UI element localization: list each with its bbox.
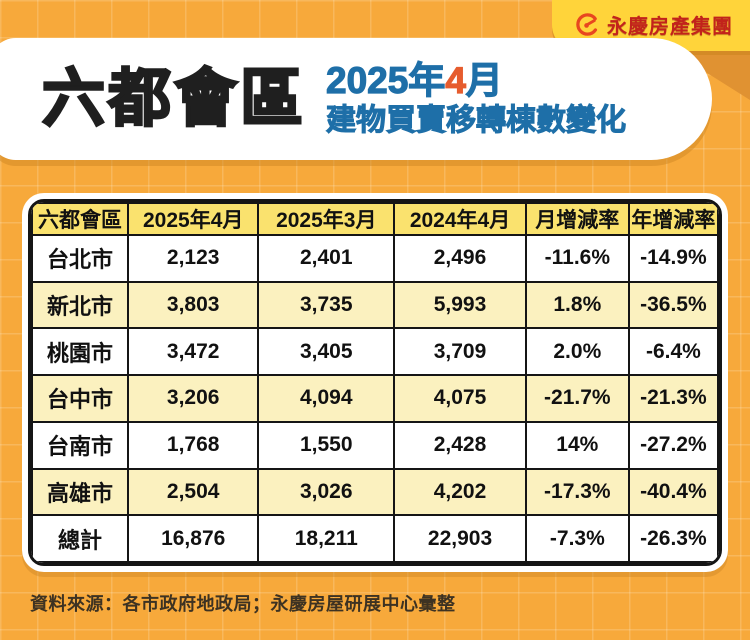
value-cell: 2,496 [393,234,527,283]
table-row: 台北市 2,123 2,401 2,496 -11.6% -14.9% [31,234,719,283]
city-cell: 總計 [31,514,130,563]
value-cell: -17.3% [524,467,630,517]
value-cell: 4,094 [257,374,396,423]
value-cell: 1.8% [524,280,630,330]
table-header-row: 六都會區 2025年4月 2025年3月 2024年4月 月增減率 年增減率 [31,202,719,236]
table-row: 高雄市 2,504 3,026 4,202 -17.3% -40.4% [31,467,719,517]
value-cell: -21.7% [524,374,630,423]
data-table: 六都會區 2025年4月 2025年3月 2024年4月 月增減率 年增減率 台北市 2,1… [31,202,719,563]
table-row: 台南市 1,768 1,550 2,428 14% -27.2% [31,420,719,470]
column-header: 2025年4月 [127,202,260,236]
value-cell: 3,026 [257,467,396,517]
value-cell: -21.3% [627,374,719,423]
page-title: 六都會區 [41,63,306,134]
city-cell: 台南市 [31,420,130,470]
column-header: 年增減率 [627,202,719,236]
value-cell: 4,202 [393,467,527,517]
column-header: 六都會區 [31,202,130,236]
value-cell: -11.6% [524,234,630,283]
value-cell: -6.4% [627,327,719,377]
value-cell: 2,428 [393,420,527,470]
table-head: 六都會區 2025年4月 2025年3月 2024年4月 月增減率 年增減率 [31,202,719,236]
value-cell: -7.3% [524,514,630,563]
value-cell: 3,206 [127,374,260,423]
value-cell: 2,504 [127,467,260,517]
value-cell: 2,401 [257,234,396,283]
table-row: 總計 16,876 18,211 22,903 -7.3% -26.3% [31,514,719,563]
yungching-ring-icon [576,13,599,36]
value-cell: -27.2% [627,420,719,470]
value-cell: 2.0% [524,327,630,377]
value-cell: 3,803 [127,280,260,330]
city-cell: 高雄市 [31,467,130,517]
subtitle-period: 2025年4月 [325,59,626,103]
table-row: 新北市 3,803 3,735 5,993 1.8% -36.5% [31,280,719,330]
value-cell: 3,709 [393,327,527,377]
data-table-card: 六都會區 2025年4月 2025年3月 2024年4月 月增減率 年增減率 台北市 2,1… [22,193,728,572]
value-cell: -14.9% [627,234,719,283]
value-cell: 18,211 [257,514,396,563]
subtitle-year: 2025年 [325,59,446,101]
value-cell: 16,876 [127,514,260,563]
value-cell: -26.3% [627,514,719,563]
page-subtitle: 2025年4月 建物買賣移轉棟數變化 [325,59,627,139]
city-cell: 新北市 [31,280,130,330]
value-cell: 4,075 [393,374,527,423]
subtitle-month-suffix: 月 [465,59,503,101]
data-table-frame: 六都會區 2025年4月 2025年3月 2024年4月 月增減率 年增減率 台北市 2,1… [28,199,722,566]
table-row: 台中市 3,206 4,094 4,075 -21.7% -21.3% [31,374,719,423]
value-cell: 14% [524,420,630,470]
value-cell: -40.4% [627,467,719,517]
subtitle-month-number: 4 [445,59,467,101]
data-source-note: 資料來源：各市政府地政局；永慶房屋研展中心彙整 [30,594,456,614]
brand-logo-text: 永慶房產集團 [607,16,733,38]
value-cell: 2,123 [127,234,260,283]
column-header: 2024年4月 [393,202,527,236]
value-cell: 1,550 [257,420,396,470]
subtitle-description: 建物買賣移轉棟數變化 [326,104,627,138]
value-cell: -36.5% [627,280,719,330]
title-banner: 六都會區 2025年4月 建物買賣移轉棟數變化 [0,38,712,160]
value-cell: 3,405 [257,327,396,377]
value-cell: 22,903 [393,514,527,563]
city-cell: 台中市 [31,374,130,423]
column-header: 2025年3月 [257,202,396,236]
city-cell: 桃園市 [31,327,130,377]
table-body: 台北市 2,123 2,401 2,496 -11.6% -14.9% 新北市 3,803 3,… [31,234,719,563]
column-header: 月增減率 [524,202,630,236]
value-cell: 1,768 [127,420,260,470]
table-row: 桃園市 3,472 3,405 3,709 2.0% -6.4% [31,327,719,377]
value-cell: 3,735 [257,280,396,330]
city-cell: 台北市 [31,234,130,283]
value-cell: 5,993 [393,280,527,330]
value-cell: 3,472 [127,327,260,377]
